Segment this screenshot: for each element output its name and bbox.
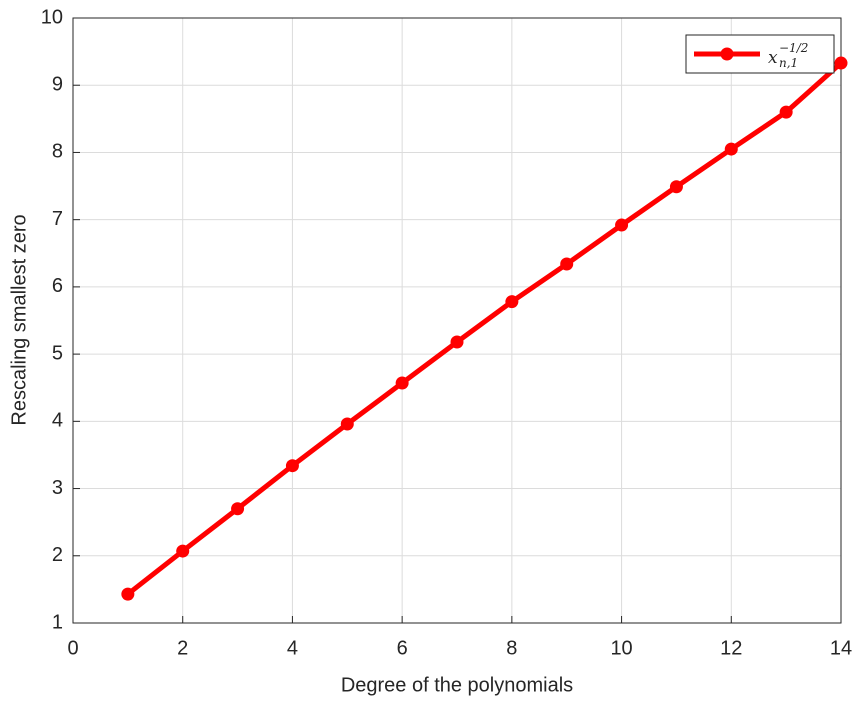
marker: [669, 180, 683, 194]
y-tick-label: 1: [52, 611, 63, 633]
y-tick-label: 5: [52, 342, 63, 364]
y-tick-label: 2: [52, 544, 63, 566]
x-tick-label: 0: [67, 637, 78, 659]
series-line: [126, 61, 843, 597]
marker: [176, 544, 190, 558]
legend-subscript: n,1: [779, 56, 798, 70]
y-tick-label: 7: [52, 208, 63, 230]
plot-frame: [72, 17, 842, 624]
x-tick-label: 14: [830, 637, 852, 659]
x-tick-label: 2: [177, 637, 188, 659]
legend-marker: [720, 47, 734, 61]
legend-label: xn,1−1/2: [768, 41, 808, 70]
data: [121, 56, 848, 601]
y-tick-label: 8: [52, 141, 63, 163]
marker: [779, 105, 793, 119]
y-axis-label: Rescaling smallest zero: [8, 214, 30, 425]
y-tick-label: 4: [52, 410, 63, 432]
marker: [395, 376, 409, 390]
marker: [121, 587, 135, 601]
x-tick-label: 10: [610, 637, 632, 659]
y-tick-label: 9: [52, 74, 63, 96]
marker: [560, 257, 574, 271]
legend-superscript: −1/2: [779, 41, 808, 55]
marker: [231, 502, 245, 516]
marker: [505, 295, 519, 309]
marker: [285, 459, 299, 473]
x-tick-label: 4: [287, 637, 298, 659]
marker: [450, 335, 464, 349]
x-tick-label: 12: [720, 637, 742, 659]
x-tick-label: 8: [506, 637, 517, 659]
marker: [834, 56, 848, 70]
y-tick-label: 10: [41, 6, 63, 28]
marker: [724, 142, 738, 156]
x-tick-label: 6: [397, 637, 408, 659]
legend-base: x: [768, 48, 778, 68]
marker: [615, 218, 629, 232]
legend: xn,1−1/2: [685, 34, 835, 74]
y-tick-label: 6: [52, 275, 63, 297]
marker: [340, 417, 354, 431]
y-tick-label: 3: [52, 477, 63, 499]
x-axis-label: Degree of the polynomials: [341, 674, 573, 696]
